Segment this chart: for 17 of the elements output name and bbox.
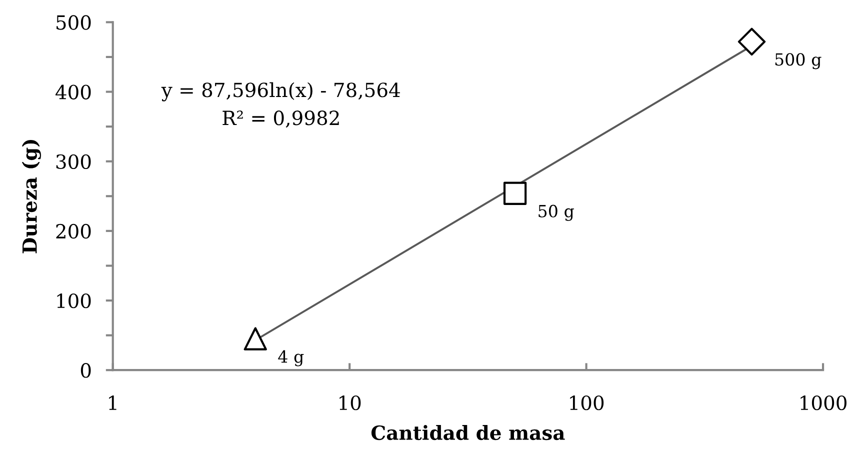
y-tick-label: 0 (80, 363, 91, 378)
x-axis-title: Cantidad de masa (371, 425, 565, 440)
x-tick-label: 1 (109, 395, 116, 410)
y-tick-label: 500 (56, 15, 91, 30)
x-tick-label: 10 (340, 395, 361, 410)
x-tick-label: 100 (570, 395, 604, 410)
y-tick-label: 100 (57, 293, 91, 308)
x-tick-label: 1000 (800, 395, 846, 410)
annotation: 50 g (538, 204, 574, 221)
annotation: 4 g (278, 350, 304, 366)
annotation: y = 87,596ln(x) - 78,564 (161, 82, 400, 102)
annotation: 500 g (775, 53, 822, 70)
y-axis-title: Dureza (g) (22, 140, 42, 254)
y-tick-label: 300 (56, 154, 91, 170)
annotation: R² = 0,9982 (222, 110, 339, 128)
y-tick-label: 200 (56, 224, 91, 239)
y-tick-label: 400 (56, 84, 91, 100)
